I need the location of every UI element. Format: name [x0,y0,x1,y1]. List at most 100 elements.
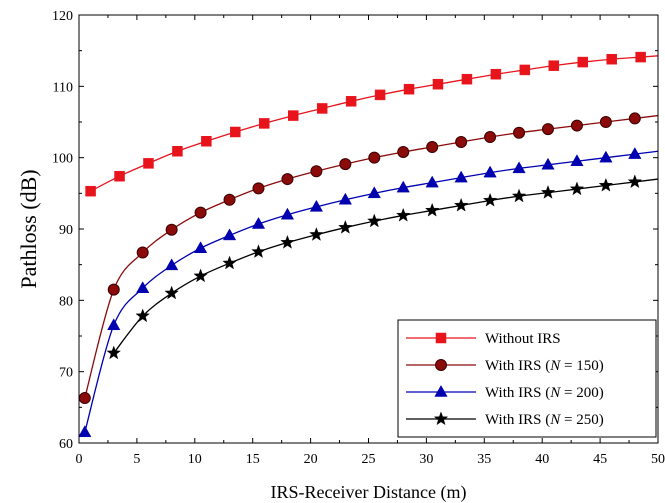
data-point-series-4 [367,213,382,228]
y-tick-label: 100 [52,152,73,167]
data-point-series-2 [78,392,91,405]
legend-label-4: With IRS (N = 250) [485,412,604,428]
y-axis-title: Pathloss (dB) [16,169,41,288]
data-point-series-2 [165,223,178,236]
data-point-series-1 [143,158,154,169]
data-point-series-1 [548,60,560,71]
data-point-series-3 [309,199,324,212]
data-point-series-3 [599,150,613,163]
data-point-series-4 [106,345,121,360]
data-point-series-1 [490,68,502,80]
data-point-series-1 [606,53,617,65]
x-tick-label: 50 [651,452,665,467]
data-point-series-4 [396,207,411,222]
data-point-series-4 [453,197,469,212]
data-point-series-1 [172,145,183,157]
data-point-series-1 [259,118,270,129]
legend: Without IRS With IRS (N = 150) With IRS (N… [397,319,657,438]
data-point-series-3 [338,192,352,205]
data-point-series-3 [251,216,266,229]
data-point-series-4 [251,244,266,258]
data-point-series-2 [136,246,149,259]
data-point-series-1 [374,89,386,101]
x-tick-label: 45 [593,452,607,467]
data-point-series-4 [309,227,324,241]
data-point-series-2 [570,119,583,132]
x-tick-label: 40 [535,452,549,467]
x-tick-label: 15 [246,452,260,467]
legend-label-1: Without IRS [485,331,561,347]
x-tick-label: 30 [419,452,433,467]
data-point-series-2 [628,112,641,125]
data-point-series-2 [455,135,468,148]
x-axis-title: IRS-Receiver Distance (m) [271,482,467,503]
y-tick-label: 110 [53,80,73,95]
data-point-series-2 [223,193,236,206]
data-point-series-2 [194,206,207,219]
data-point-series-2 [281,173,294,186]
data-point-series-1 [201,136,212,147]
data-point-series-2 [599,116,612,128]
data-point-series-1 [287,110,299,121]
data-point-series-1 [230,126,241,138]
data-point-series-3 [570,154,584,166]
data-point-series-2 [107,283,120,296]
data-point-series-2 [426,140,439,153]
y-tick-label: 90 [59,223,73,238]
axes: 0 5 10 15 20 25 30 35 40 45 50 60 70 80 90 100 110 120 [52,9,665,467]
data-point-series-3 [280,207,295,220]
data-point-series-3 [165,258,179,271]
data-point-series-4 [424,202,440,217]
data-point-series-1 [345,96,357,107]
x-tick-label: 5 [133,452,140,467]
data-point-series-3 [628,147,642,159]
legend-marker-4 [433,411,449,426]
y-tick-label: 80 [59,294,73,309]
data-point-series-4 [280,234,295,249]
data-point-series-3 [541,157,555,170]
data-point-series-3 [483,165,497,178]
legend-marker-1 [435,332,447,344]
data-point-series-1 [635,51,646,63]
data-point-series-4 [222,255,237,270]
legend-marker-2 [435,359,447,371]
data-point-series-4 [540,185,556,199]
data-point-series-3 [107,318,121,331]
x-tick-label: 0 [76,452,83,467]
data-point-series-2 [397,145,410,158]
data-point-series-3 [425,175,439,188]
data-point-series-4 [511,188,527,203]
data-point-series-4 [627,174,643,189]
data-point-series-2 [513,126,526,139]
x-tick-label: 25 [362,452,376,467]
data-point-series-2 [252,182,265,195]
data-point-series-1 [85,185,96,197]
y-tick-label: 120 [52,9,73,24]
data-point-series-3 [396,180,410,193]
data-point-series-4 [164,285,179,300]
x-tick-label: 35 [477,452,491,467]
series-markers [78,51,646,438]
y-tick-label: 60 [59,437,73,452]
x-tick-label: 20 [304,452,318,467]
data-point-series-4 [338,219,353,234]
data-point-series-4 [193,268,208,283]
legend-label-2: With IRS (N = 150) [485,358,604,374]
data-point-series-4 [598,177,614,192]
x-tick-label: 10 [188,452,202,467]
legend-label-3: With IRS (N = 200) [485,385,604,401]
data-point-series-1 [114,170,125,182]
data-point-series-3 [512,161,526,174]
data-point-series-3 [367,186,381,199]
data-point-series-3 [454,170,468,183]
data-point-series-4 [569,181,585,196]
data-point-series-4 [482,192,498,207]
data-point-series-1 [577,56,588,68]
data-point-series-3 [136,281,150,293]
data-point-series-2 [368,151,381,164]
data-point-series-2 [339,158,352,171]
data-point-series-2 [541,123,554,136]
data-point-series-3 [78,425,92,438]
legend-marker-3 [434,384,448,397]
